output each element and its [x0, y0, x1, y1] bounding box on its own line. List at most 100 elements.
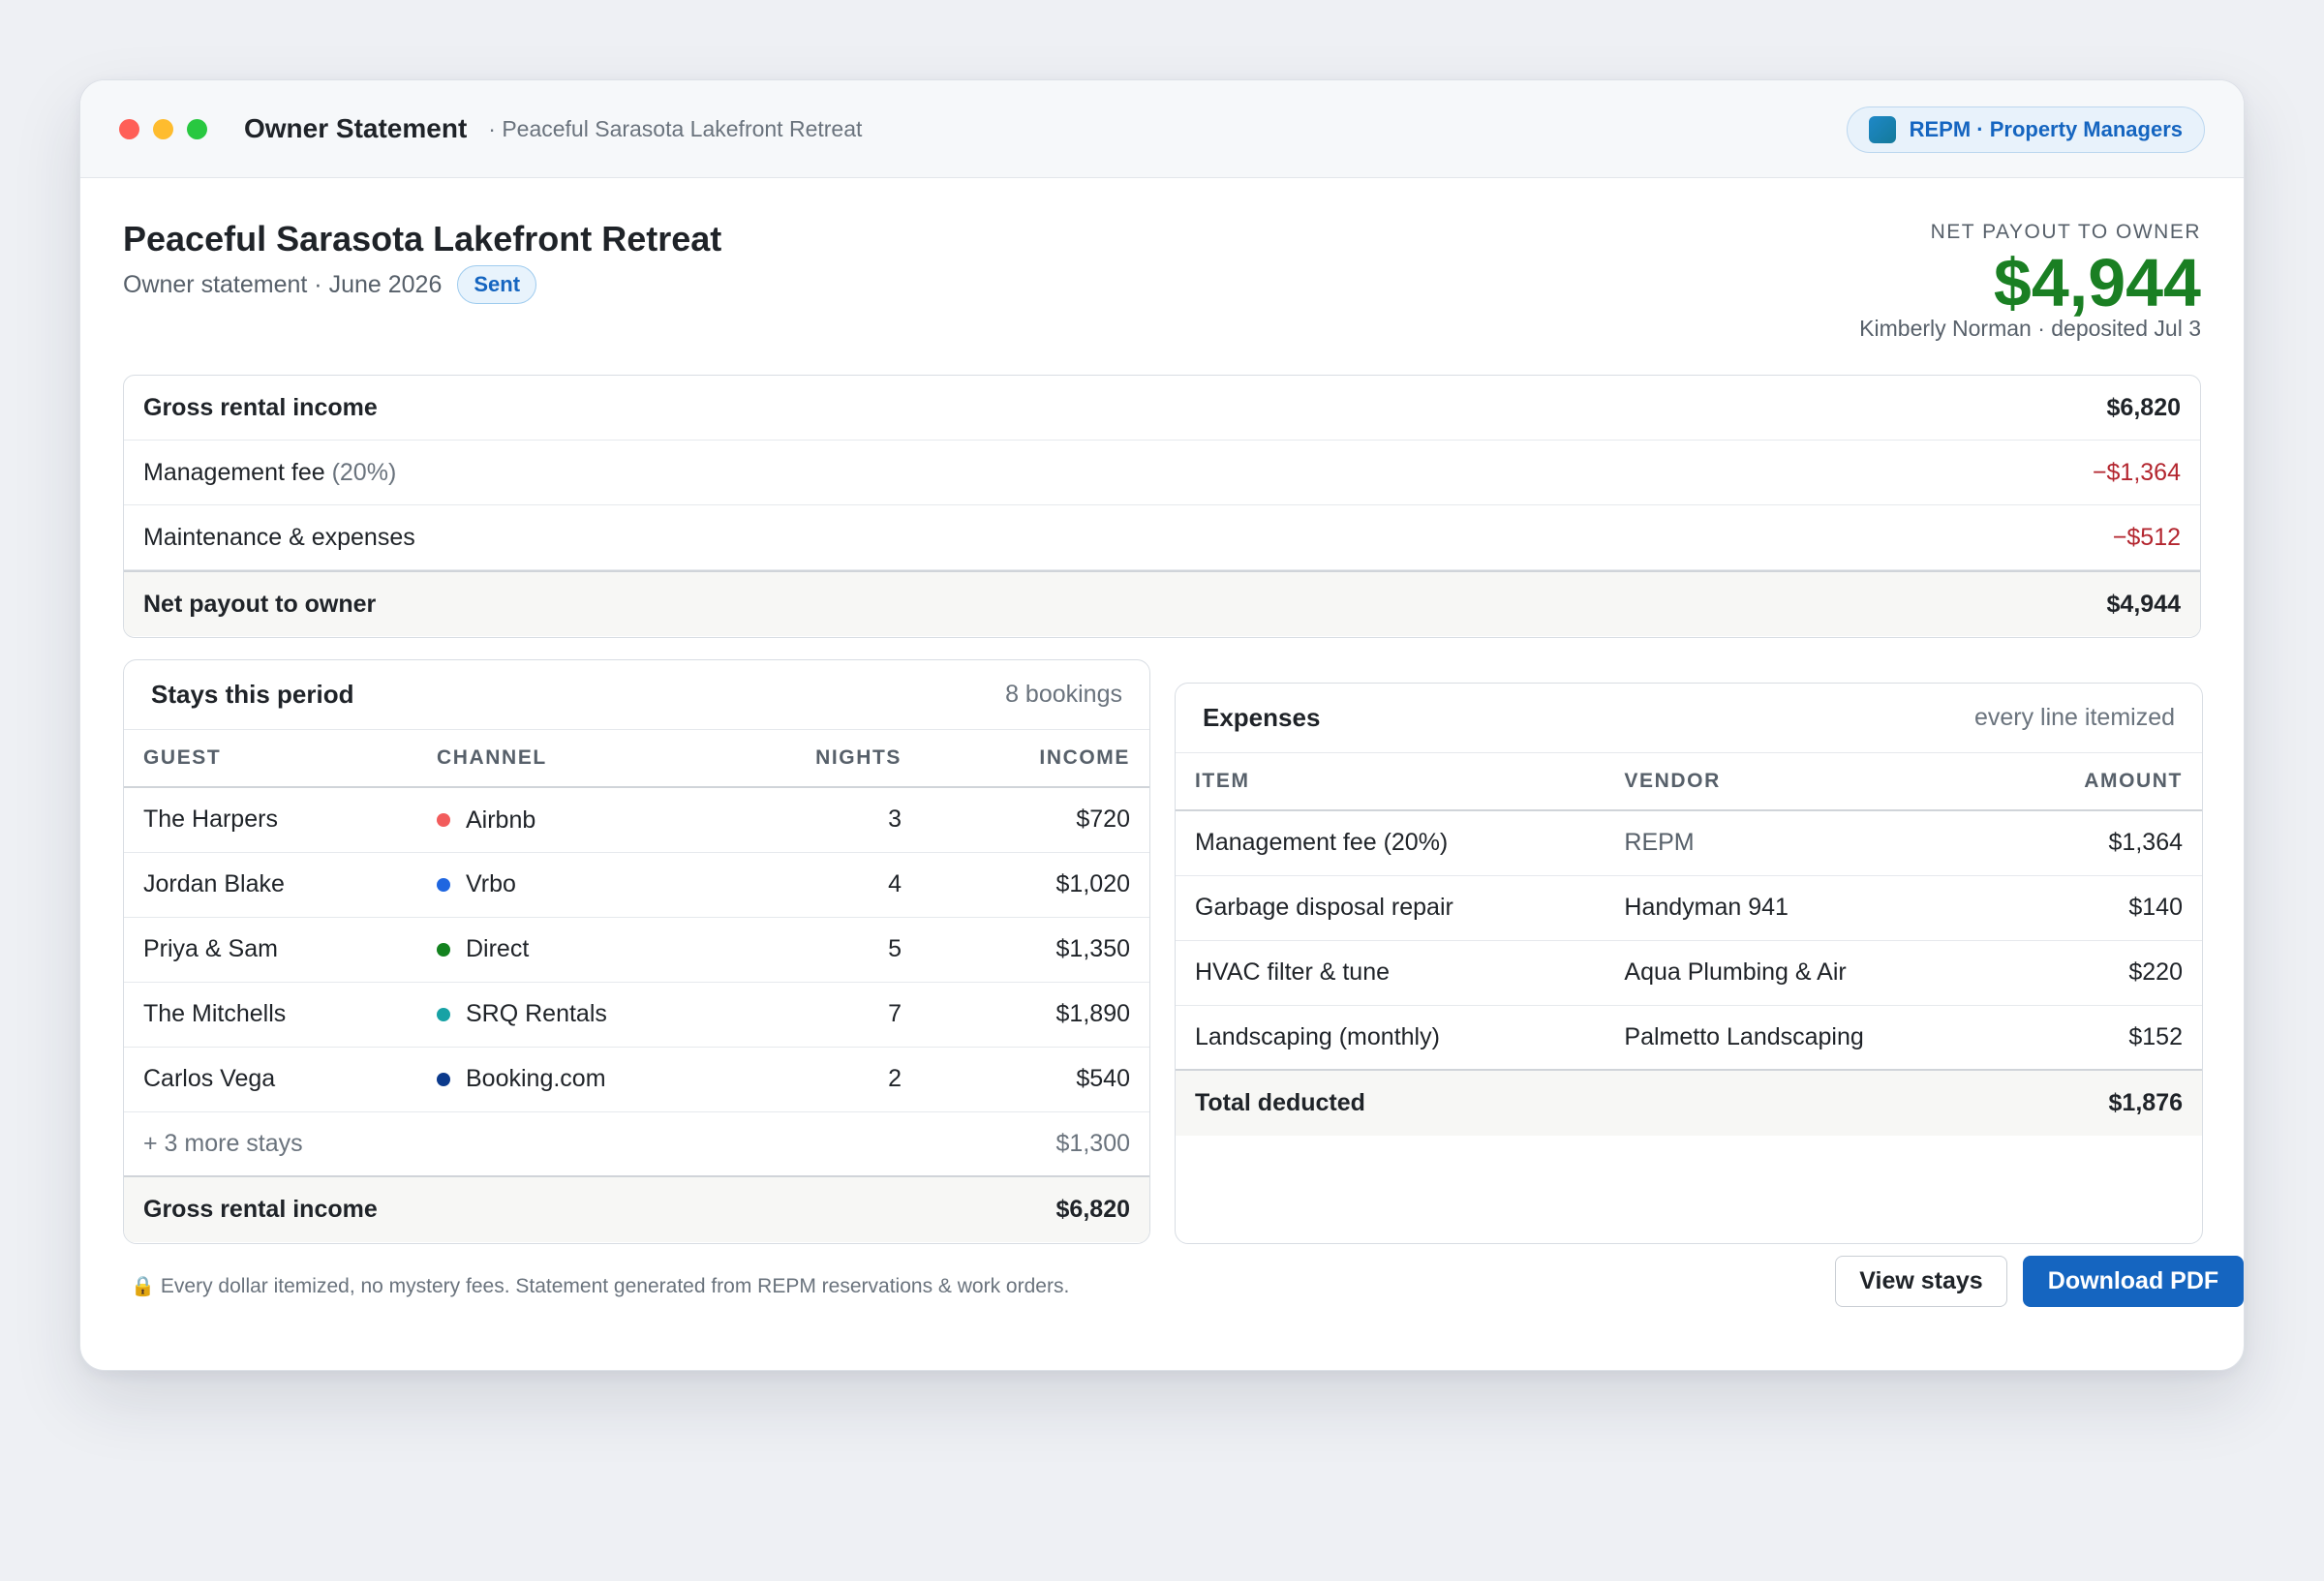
window-title: Owner Statement — [244, 113, 468, 143]
total-value: $1,876 — [1972, 1069, 2202, 1136]
table-row: The Mitchells SRQ Rentals 7 $1,890 — [124, 982, 1149, 1048]
maximize-window-button[interactable] — [187, 118, 207, 139]
income: $1,890 — [921, 982, 1149, 1048]
brand-logo-icon — [1868, 116, 1896, 143]
channel-dot-icon — [437, 1072, 450, 1086]
guest-name: The Mitchells — [124, 982, 417, 1048]
column-header-item: ITEM — [1176, 753, 1605, 811]
expense-amount: $152 — [1972, 1005, 2202, 1071]
total-label: Gross rental income — [124, 1175, 921, 1242]
expenses-table-header: ITEM VENDOR AMOUNT — [1176, 753, 2202, 811]
bookings-count: 8 bookings — [1005, 681, 1122, 708]
summary-label: Management fee (20%) — [143, 458, 397, 486]
table-row: Garbage disposal repair Handyman 941 $140 — [1176, 875, 2202, 941]
expense-vendor: Handyman 941 — [1605, 875, 1973, 941]
table-row: Landscaping (monthly) Palmetto Landscapin… — [1176, 1005, 2202, 1071]
income: $1,020 — [921, 852, 1149, 918]
channel-cell: Booking.com — [417, 1047, 708, 1112]
summary-value: $4,944 — [2106, 590, 2181, 618]
channel-dot-icon — [437, 1007, 450, 1021]
column-header-channel: CHANNEL — [417, 730, 708, 788]
channel-name: Direct — [466, 935, 530, 963]
total-value: $6,820 — [921, 1175, 1149, 1242]
statement-content: Peaceful Sarasota Lakefront Retreat Owne… — [123, 178, 2244, 1370]
total-label: Total deducted — [1176, 1069, 1973, 1136]
summary-row-management-fee: Management fee (20%) −$1,364 — [124, 441, 2200, 505]
statement-summary: Gross rental income $6,820 Management fe… — [123, 375, 2201, 638]
income: $720 — [921, 787, 1149, 853]
income: $1,350 — [921, 917, 1149, 983]
channel: Booking.com — [437, 1065, 606, 1093]
channel-name: SRQ Rentals — [466, 1000, 607, 1028]
minimize-window-button[interactable] — [153, 118, 173, 139]
guest-name: Carlos Vega — [124, 1047, 417, 1112]
table-row: Jordan Blake Vrbo 4 $1,020 — [124, 852, 1149, 918]
expenses-note: every line itemized — [1973, 704, 2175, 731]
guest-name: Priya & Sam — [124, 917, 417, 983]
stays-title: Stays this period — [151, 680, 354, 709]
summary-row-net-payout: Net payout to owner $4,944 — [124, 570, 2200, 636]
channel: SRQ Rentals — [437, 1000, 607, 1028]
expense-item: Garbage disposal repair — [1176, 875, 1605, 941]
footer-note-text: Every dollar itemized, no mystery fees. … — [160, 1274, 1070, 1297]
statement-period: Owner statement · June 2026 Sent — [123, 265, 537, 304]
nights: 3 — [708, 787, 921, 853]
property-title: Peaceful Sarasota Lakefront Retreat — [123, 219, 722, 258]
summary-label: Net payout to owner — [143, 590, 377, 618]
close-window-button[interactable] — [119, 118, 139, 139]
brand-name: REPM · Property Managers — [1909, 117, 2183, 141]
expenses-total-row: Total deducted $1,876 — [1176, 1069, 2202, 1136]
channel-dot-icon — [437, 813, 450, 827]
footer-note: 🔒 Every dollar itemized, no mystery fees… — [131, 1274, 1069, 1298]
channel-dot-icon — [437, 877, 450, 892]
channel-name: Vrbo — [466, 870, 516, 898]
statement-window: Owner Statement · Peaceful Sarasota Lake… — [79, 79, 2245, 1371]
expenses-header: Expenses every line itemized — [1176, 684, 2202, 753]
channel-name: Booking.com — [466, 1065, 606, 1093]
view-stays-button[interactable]: View stays — [1835, 1256, 2007, 1307]
download-pdf-button[interactable]: Download PDF — [2023, 1256, 2244, 1307]
nights: 4 — [708, 852, 921, 918]
lock-icon: 🔒 — [131, 1276, 155, 1297]
expenses-title: Expenses — [1203, 703, 1321, 732]
more-stays-label[interactable]: + 3 more stays — [124, 1111, 921, 1177]
expense-item: HVAC filter & tune — [1176, 940, 1605, 1006]
net-payout-amount: $4,944 — [1993, 245, 2201, 320]
column-header-amount: AMOUNT — [1972, 753, 2202, 811]
summary-value: −$512 — [2112, 523, 2181, 551]
column-header-vendor: VENDOR — [1605, 753, 1973, 811]
expense-item: Management fee (20%) — [1176, 810, 1605, 876]
expense-vendor: Palmetto Landscaping — [1605, 1005, 1973, 1071]
table-row: HVAC filter & tune Aqua Plumbing & Air $22… — [1176, 940, 2202, 1006]
channel-cell: Direct — [417, 917, 708, 983]
channel-dot-icon — [437, 942, 450, 957]
stays-table-header: GUEST CHANNEL NIGHTS INCOME — [124, 730, 1149, 788]
channel: Airbnb — [437, 806, 535, 835]
expense-vendor: REPM — [1605, 810, 1973, 876]
summary-value: −$1,364 — [2092, 458, 2181, 486]
column-header-income: INCOME — [921, 730, 1149, 788]
expense-amount: $140 — [1972, 875, 2202, 941]
channel-cell: SRQ Rentals — [417, 982, 708, 1048]
table-row: Priya & Sam Direct 5 $1,350 — [124, 917, 1149, 983]
window-subtitle: · Peaceful Sarasota Lakefront Retreat — [488, 115, 863, 141]
more-stays-row[interactable]: + 3 more stays $1,300 — [124, 1111, 1149, 1177]
stays-header: Stays this period 8 bookings — [124, 660, 1149, 730]
nights: 2 — [708, 1047, 921, 1112]
table-row: Management fee (20%) REPM $1,364 — [1176, 810, 2202, 876]
deposit-info: Kimberly Norman · deposited Jul 3 — [1859, 316, 2201, 341]
statement-label: Owner statement · June 2026 — [123, 270, 443, 298]
summary-value: $6,820 — [2106, 393, 2181, 421]
channel: Direct — [437, 935, 529, 963]
more-stays-value: $1,300 — [921, 1111, 1149, 1177]
summary-row-gross: Gross rental income $6,820 — [124, 376, 2200, 441]
expenses-table: ITEM VENDOR AMOUNT Management fee (20%) R… — [1176, 753, 2202, 1136]
stays-total-row: Gross rental income $6,820 — [124, 1175, 1149, 1242]
channel-cell: Airbnb — [417, 787, 708, 853]
stays-panel: Stays this period 8 bookings GUEST CHANN… — [123, 659, 1150, 1244]
status-badge: Sent — [457, 265, 537, 304]
table-row: The Harpers Airbnb 3 $720 — [124, 787, 1149, 853]
brand-badge: REPM · Property Managers — [1846, 106, 2205, 153]
expense-item: Landscaping (monthly) — [1176, 1005, 1605, 1071]
window-controls — [119, 118, 207, 139]
